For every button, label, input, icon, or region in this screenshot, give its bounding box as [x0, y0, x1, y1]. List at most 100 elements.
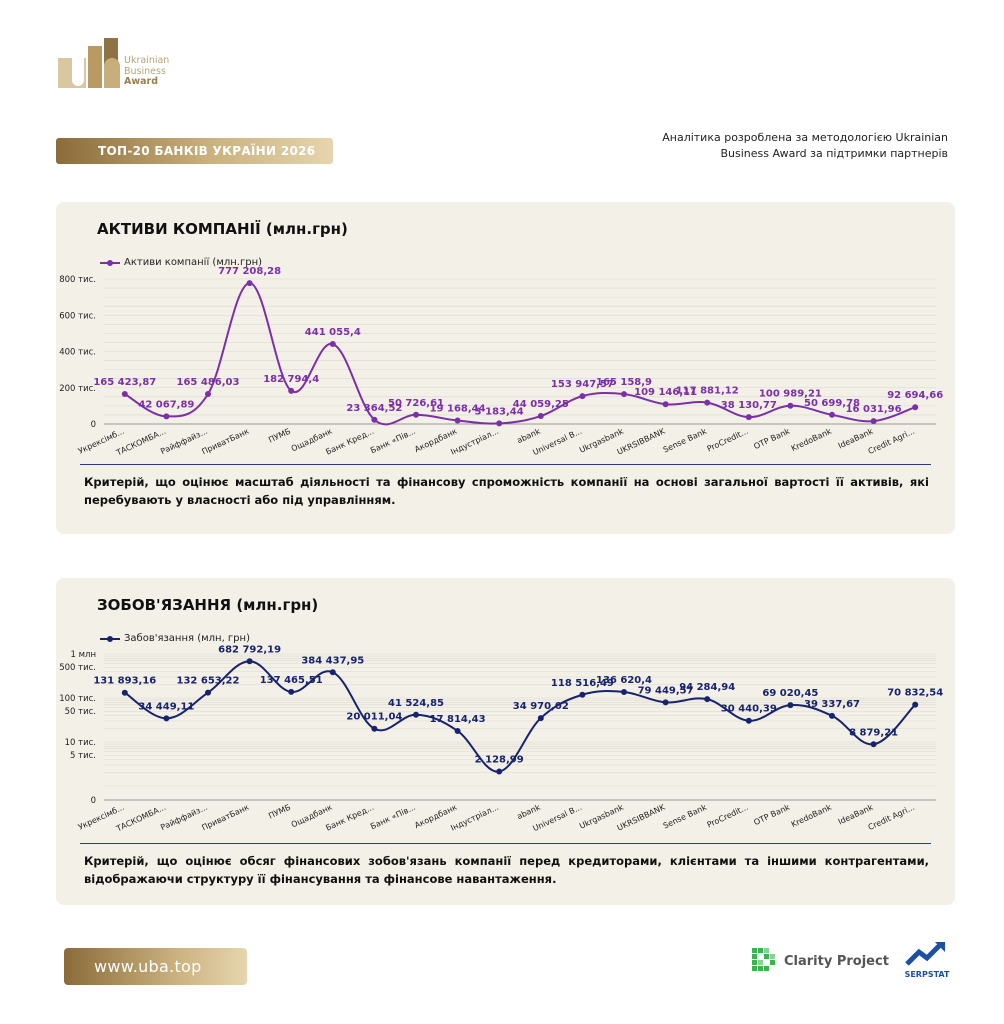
- assets-data-point: [829, 411, 835, 418]
- assets-data-label: 23 364,52: [346, 403, 402, 414]
- liabilities-data-point: [745, 717, 752, 724]
- assets-x-tick-label: ПУМБ: [267, 427, 292, 445]
- liabilities-data-point: [621, 689, 627, 696]
- assets-data-label: 16 031,96: [846, 404, 902, 415]
- liabilities-data-label: 384 437,95: [301, 655, 364, 666]
- liabilities-data-point: [246, 658, 253, 665]
- assets-x-tick-label: abank: [516, 427, 542, 446]
- liabilities-x-tick-label: UKRSIBBANK: [616, 802, 667, 832]
- liabilities-data-label: 69 020,45: [762, 688, 818, 699]
- liabilities-data-label: 132 653,22: [177, 676, 240, 687]
- assets-data-label: 3 183,44: [475, 406, 524, 417]
- liabilities-data-point: [870, 741, 877, 748]
- assets-x-tick-label: Credit Agri...: [867, 427, 916, 456]
- report-title-band: ТОП-20 БАНКІВ УКРАЇНИ 2026: [56, 138, 333, 164]
- liabilities-y-tick-label: 500 тис.: [59, 663, 96, 673]
- assets-x-tick-label: ПриватБанк: [200, 427, 250, 457]
- liabilities-data-label: 39 337,67: [804, 699, 860, 710]
- liabilities-data-point: [329, 669, 336, 676]
- assets-data-label: 50 699,78: [804, 398, 860, 409]
- liabilities-data-label: 137 465,51: [260, 675, 323, 686]
- assets-x-tick-label: UKRSIBBANK: [616, 426, 667, 456]
- assets-data-label: 44 059,25: [513, 399, 569, 410]
- assets-data-point: [246, 280, 253, 287]
- liabilities-y-tick-label: 50 тис.: [65, 707, 96, 717]
- liabilities-data-point: [454, 727, 461, 734]
- liabilities-x-tick-label: ProCredit...: [706, 803, 750, 830]
- liabilities-y-tick-label: 5 тис.: [70, 751, 96, 761]
- liabilities-data-point: [413, 711, 419, 718]
- liabilities-data-label: 20 011,04: [346, 712, 402, 723]
- liabilities-divider: [80, 843, 931, 844]
- liabilities-data-label: 118 516,49: [551, 678, 614, 689]
- assets-x-tick-label: Банк Кред...: [324, 427, 375, 457]
- liabilities-legend: Забов'язання (млн, грн): [100, 633, 250, 644]
- liabilities-data-point: [662, 699, 669, 706]
- assets-x-tick-label: ProCredit...: [706, 427, 750, 454]
- assets-data-point: [121, 391, 128, 398]
- liabilities-data-label: 70 832,54: [887, 688, 943, 699]
- assets-data-point: [704, 399, 711, 406]
- liabilities-data-label: 131 893,16: [93, 676, 156, 687]
- liabilities-data-point: [787, 702, 794, 709]
- liabilities-data-label: 136 620,4: [596, 675, 652, 686]
- assets-data-label: 100 989,21: [759, 389, 822, 400]
- liabilities-data-point: [912, 701, 919, 708]
- liabilities-chart-title: ЗОБОВ'ЯЗАННЯ (млн.грн): [97, 596, 319, 614]
- assets-y-tick-label: 800 тис.: [59, 275, 96, 285]
- assets-data-point: [205, 391, 211, 398]
- liabilities-card: ЗОБОВ'ЯЗАННЯ (млн.грн) Забов'язання (млн…: [56, 578, 955, 905]
- liabilities-x-tick-label: Індустріал...: [449, 803, 500, 833]
- assets-divider: [80, 464, 931, 465]
- assets-data-point: [787, 402, 794, 409]
- assets-data-label: 38 130,77: [721, 400, 777, 411]
- assets-data-label: 182 794,4: [263, 374, 319, 385]
- liabilities-x-tick-label: Банк Кред...: [324, 803, 375, 833]
- assets-data-label: 153 947,57: [551, 379, 614, 390]
- assets-data-point: [745, 414, 752, 421]
- liabilities-legend-marker: [100, 635, 120, 642]
- assets-data-point: [371, 416, 378, 423]
- liabilities-data-point: [371, 725, 378, 732]
- assets-data-label: 165 423,87: [93, 377, 156, 388]
- uba-logo: [58, 38, 120, 88]
- liabilities-x-tick-label: OTP Bank: [752, 803, 791, 828]
- liabilities-data-label: 94 284,94: [679, 682, 735, 693]
- liabilities-data-point: [829, 712, 835, 719]
- assets-data-point: [288, 387, 295, 394]
- liabilities-x-tick-label: abank: [516, 803, 542, 822]
- liabilities-data-label: 79 449,57: [638, 685, 694, 696]
- liabilities-y-tick-label: 0: [91, 796, 96, 806]
- assets-data-label: 777 208,28: [218, 266, 281, 277]
- assets-y-tick-label: 200 тис.: [59, 384, 96, 394]
- assets-y-tick-label: 400 тис.: [59, 348, 96, 358]
- liabilities-data-label: 8 879,21: [849, 727, 898, 738]
- assets-y-tick-label: 0: [91, 420, 96, 430]
- assets-data-point: [870, 418, 877, 425]
- liabilities-y-tick-label: 1 млн: [70, 650, 96, 660]
- assets-x-tick-label: Індустріал...: [449, 427, 500, 457]
- liabilities-x-tick-label: ПУМБ: [267, 803, 292, 821]
- liabilities-y-tick-label: 100 тис.: [59, 694, 96, 704]
- assets-data-label: 92 694,66: [887, 390, 943, 401]
- liabilities-data-point: [496, 768, 503, 775]
- liabilities-description: Критерій, що оцінює обсяг фінансових зоб…: [84, 854, 929, 886]
- assets-x-tick-label: KredoBank: [790, 427, 833, 454]
- assets-data-label: 19 168,44: [430, 404, 486, 415]
- assets-x-tick-label: Банк «Пів...: [369, 427, 417, 456]
- assets-data-label: 165 158,9: [596, 377, 652, 388]
- liabilities-y-tick-label: 10 тис.: [65, 738, 96, 748]
- liabilities-data-point: [163, 715, 170, 722]
- liabilities-data-label: 2 128,99: [475, 755, 524, 766]
- assets-data-label: 441 055,4: [305, 327, 361, 338]
- clarity-icon: [752, 948, 775, 971]
- assets-data-point: [621, 391, 627, 398]
- website-link[interactable]: www.uba.top: [64, 948, 247, 985]
- liabilities-data-point: [704, 696, 711, 703]
- clarity-project-logo: Clarity Project: [752, 948, 889, 974]
- assets-x-tick-label: OTP Bank: [752, 427, 791, 452]
- assets-data-label: 42 067,89: [138, 399, 194, 410]
- liabilities-data-point: [205, 689, 211, 696]
- liabilities-data-label: 682 792,19: [218, 644, 281, 655]
